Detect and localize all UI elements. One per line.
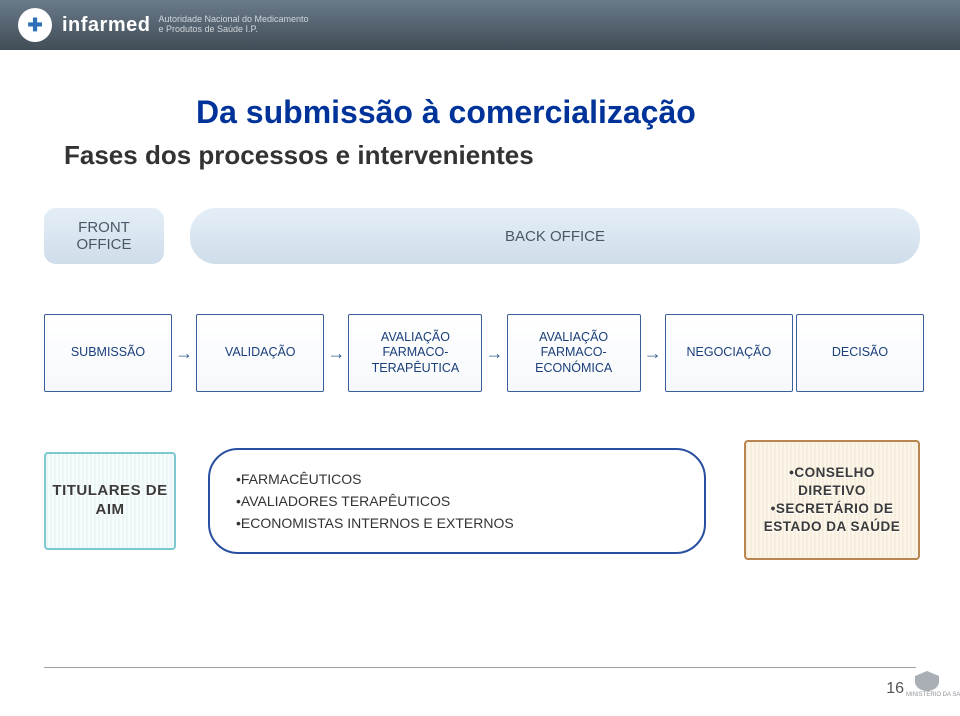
back-office-box: BACK OFFICE (190, 208, 920, 264)
arrow-icon: → (327, 344, 345, 362)
ministry-label: MINISTÉRIO DA SAÚDE (906, 692, 948, 698)
process-label: DECISÃO (832, 345, 888, 361)
footer-divider (44, 667, 916, 668)
slide-canvas: Da submissão à comercialização Fases dos… (0, 50, 960, 716)
process-box-aval-econ: AVALIAÇÃO FARMACO-ECONÓMICA (507, 314, 641, 392)
page-title: Da submissão à comercialização (196, 94, 696, 131)
arrow-icon: → (486, 344, 504, 362)
front-office-box: FRONTOFFICE (44, 208, 164, 264)
process-box-negociacao: NEGOCIAÇÃO (665, 314, 793, 392)
process-row: SUBMISSÃO → VALIDAÇÃO → AVALIAÇÃO FARMAC… (44, 312, 924, 394)
process-box-submissao: SUBMISSÃO (44, 314, 172, 392)
page-number: 16 (886, 680, 904, 698)
process-label: AVALIAÇÃO FARMACO-ECONÓMICA (512, 330, 636, 377)
ministry-crest-icon: MINISTÉRIO DA SAÚDE (906, 670, 948, 706)
arrow-icon: → (175, 344, 193, 362)
process-box-aval-terap: AVALIAÇÃO FARMACO-TERAPÊUTICA (348, 314, 482, 392)
actor-titulares: TITULARES DE AIM (44, 452, 176, 550)
back-office-label: BACK OFFICE (505, 228, 605, 245)
actor-bubble-line: •ECONOMISTAS INTERNOS E EXTERNOS (236, 515, 678, 531)
process-label: AVALIAÇÃO FARMACO-TERAPÊUTICA (353, 330, 477, 377)
page-subtitle: Fases dos processos e intervenientes (64, 140, 534, 171)
arrow-icon: → (644, 344, 662, 362)
actor-titulares-label: TITULARES DE AIM (46, 482, 174, 520)
front-office-label: FRONTOFFICE (77, 219, 132, 254)
process-label: VALIDAÇÃO (225, 345, 296, 361)
process-label: SUBMISSÃO (71, 345, 145, 361)
actor-bubble-line: •AVALIADORES TERAPÊUTICOS (236, 493, 678, 509)
process-box-decisao: DECISÃO (796, 314, 924, 392)
process-box-validacao: VALIDAÇÃO (196, 314, 324, 392)
actor-conselho-label: •CONSELHO DIRETIVO•SECRETÁRIO DE ESTADO … (754, 464, 910, 537)
brand-subtitle: Autoridade Nacional do Medicamentoe Prod… (158, 15, 308, 35)
actor-conselho: •CONSELHO DIRETIVO•SECRETÁRIO DE ESTADO … (744, 440, 920, 560)
logo-icon: ✚ (18, 8, 52, 42)
app-header: ✚ infarmed Autoridade Nacional do Medica… (0, 0, 960, 50)
actor-bubble-line: •FARMACÊUTICOS (236, 471, 678, 487)
process-label: NEGOCIAÇÃO (687, 345, 772, 361)
brand-name: infarmed (62, 14, 150, 37)
actor-bubble: •FARMACÊUTICOS •AVALIADORES TERAPÊUTICOS… (208, 448, 706, 554)
